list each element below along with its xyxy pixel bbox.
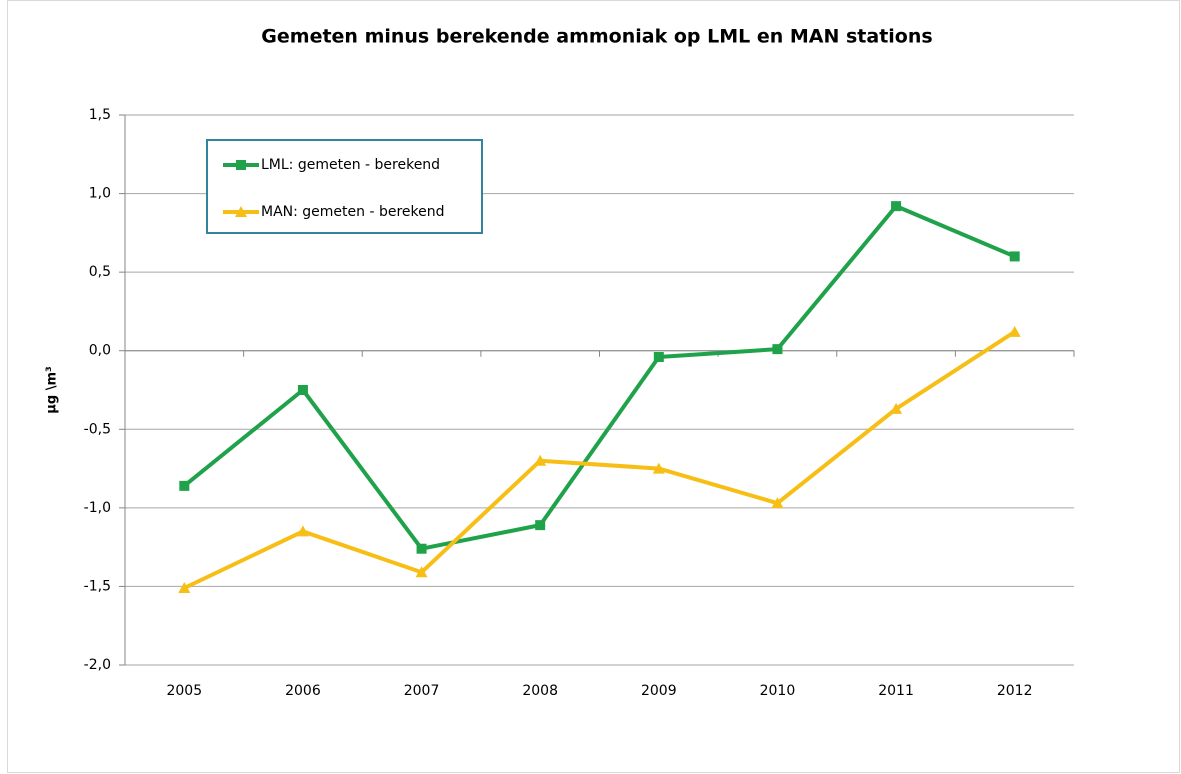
marker: [534, 454, 547, 466]
series-line: [183, 204, 1016, 551]
marker: [772, 344, 783, 355]
y-tick-label: 0,0: [89, 343, 111, 359]
chart-title: Gemeten minus berekende ammoniak op LML …: [261, 26, 932, 48]
marker: [416, 543, 427, 554]
x-tick-label: 2010: [760, 683, 796, 699]
chart-frame: [7, 0, 1180, 773]
x-tick-label: 2006: [285, 683, 321, 699]
x-tick-label: 2009: [641, 683, 677, 699]
marker: [891, 201, 902, 212]
y-tick-label: -0,5: [84, 421, 111, 437]
marker: [296, 525, 309, 537]
x-tick-label: 2008: [522, 683, 558, 699]
x-tick-label: 2012: [997, 683, 1033, 699]
marker: [1009, 251, 1020, 262]
x-tick-label: 2005: [166, 683, 202, 699]
y-tick-label: 0,5: [89, 264, 111, 280]
legend-box: [206, 139, 483, 234]
marker: [179, 480, 190, 491]
series-line: [183, 330, 1016, 590]
marker: [236, 160, 246, 170]
y-tick-label: -1,0: [84, 500, 111, 516]
marker: [890, 402, 903, 414]
marker: [178, 582, 191, 593]
y-axis-label: µg \m³: [45, 366, 60, 413]
y-tick-label: 1,5: [89, 107, 111, 123]
legend-label: MAN: gemeten - berekend: [261, 204, 445, 220]
y-tick-label: -1,5: [84, 578, 111, 594]
y-tick-label: -2,0: [84, 657, 111, 673]
x-tick-label: 2007: [404, 683, 440, 699]
marker: [1008, 325, 1021, 337]
marker: [771, 497, 784, 509]
marker: [653, 352, 664, 362]
marker: [535, 520, 546, 531]
legend-label: LML: gemeten - berekend: [261, 157, 440, 173]
x-tick-label: 2011: [878, 683, 914, 699]
marker: [652, 462, 665, 474]
marker: [415, 566, 428, 578]
y-tick-label: 1,0: [89, 186, 111, 202]
marker: [297, 385, 308, 395]
marker: [235, 206, 247, 217]
